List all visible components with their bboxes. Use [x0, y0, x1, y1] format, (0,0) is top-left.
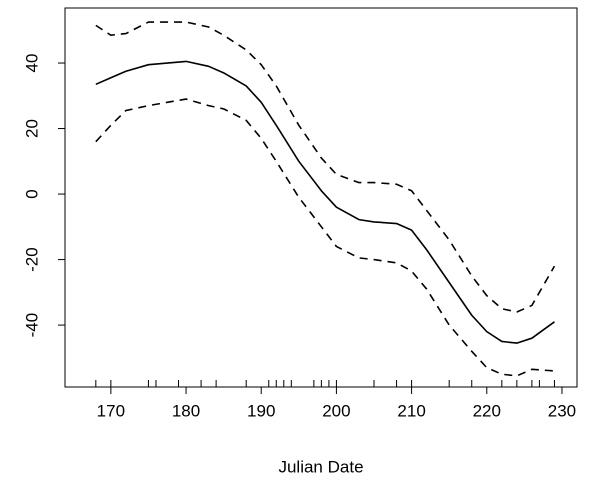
fit-line [95, 21, 556, 313]
x-tick-label: 190 [247, 401, 275, 420]
y-tick-label: -20 [22, 247, 41, 272]
y-tick-label: 40 [22, 54, 41, 73]
x-tick-label: 170 [97, 401, 125, 420]
y-tick-label: -40 [22, 313, 41, 338]
x-tick-label: 230 [548, 401, 576, 420]
x-tick-label: 180 [172, 401, 200, 420]
x-tick-label: 200 [322, 401, 350, 420]
x-axis-label: Julian Date [278, 457, 363, 476]
x-tick-label: 220 [473, 401, 501, 420]
y-tick-label: 20 [22, 119, 41, 138]
x-tick-label: 210 [397, 401, 425, 420]
plot-frame [64, 7, 578, 388]
y-tick-label: 0 [22, 189, 41, 198]
fit-line [95, 60, 555, 344]
fit-line [95, 98, 555, 377]
